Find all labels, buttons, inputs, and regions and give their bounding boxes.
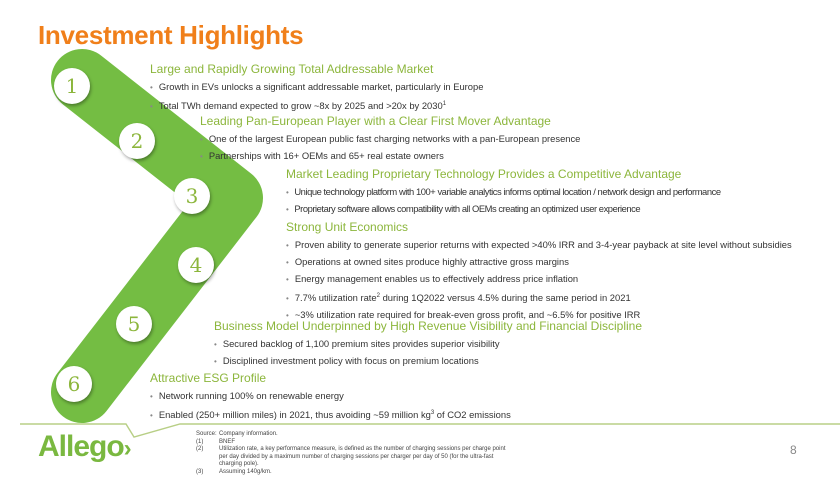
footnote-ref: 3 bbox=[430, 410, 435, 416]
bullet: Growth in EVs unlocks a significant addr… bbox=[150, 79, 484, 96]
number-badge-1: 1 bbox=[54, 68, 90, 104]
section-technology: Market Leading Proprietary Technology Pr… bbox=[286, 167, 721, 218]
section-heading: Market Leading Proprietary Technology Pr… bbox=[286, 167, 682, 181]
source-notes: Source: Company information. (1) BNEF (2) U… bbox=[196, 431, 509, 477]
bullet: Partnerships with 16+ OEMs and 65+ real … bbox=[200, 148, 580, 165]
bullet-text: Total TWh demand expected to grow ~8x by… bbox=[158, 100, 443, 111]
bullet: 7.7% utilization rate2 during 1Q2022 ver… bbox=[286, 288, 792, 307]
bullet-text: of CO2 emissions bbox=[434, 409, 511, 420]
number-badge-3: 3 bbox=[174, 178, 210, 214]
bullet: Proven ability to generate superior retu… bbox=[286, 237, 792, 254]
section-unit-economics: Strong Unit Economics Proven ability to … bbox=[286, 220, 792, 324]
section-heading: Large and Rapidly Growing Total Addressa… bbox=[150, 62, 434, 76]
logo-chevron-icon: › bbox=[123, 435, 132, 462]
bullet: Proprietary software allows compatibilit… bbox=[286, 201, 721, 218]
source-text: Assuming 140g/km. bbox=[219, 468, 272, 475]
bullet: One of the largest European public fast … bbox=[200, 131, 581, 148]
number-badge-5: 5 bbox=[116, 306, 152, 342]
bullet: Energy management enables us to effectiv… bbox=[286, 271, 792, 288]
section-heading: Strong Unit Economics bbox=[286, 220, 409, 234]
source-key: (3) bbox=[196, 468, 204, 475]
page-title: Investment Highlights bbox=[38, 20, 304, 50]
page-number: 8 bbox=[790, 443, 797, 457]
bullet: Secured backlog of 1,100 premium sites p… bbox=[214, 336, 642, 353]
footnote-ref: 2 bbox=[376, 293, 380, 299]
bullet-text: Enabled (250+ million miles) in 2021, th… bbox=[158, 409, 431, 420]
bullet-text: 7.7% utilization rate bbox=[294, 292, 377, 303]
footnote-ref: 1 bbox=[442, 101, 447, 107]
allego-logo: Allego› bbox=[38, 430, 132, 464]
bullet: ~3% utilization rate required for break-… bbox=[286, 307, 792, 324]
section-heading: Leading Pan-European Player with a Clear… bbox=[200, 114, 551, 128]
divider-line bbox=[20, 423, 840, 438]
section-heading: Business Model Underpinned by High Reven… bbox=[214, 319, 643, 333]
section-business-model: Business Model Underpinned by High Reven… bbox=[214, 319, 642, 370]
source-text: Company information. bbox=[219, 431, 278, 437]
bullet: Disciplined investment policy with focus… bbox=[214, 353, 642, 370]
section-esg: Attractive ESG Profile Network running 1… bbox=[150, 371, 511, 424]
number-badge-6: 6 bbox=[56, 366, 92, 402]
source-text: Utilization rate, a key performance meas… bbox=[219, 446, 506, 468]
source-key: (2) bbox=[196, 446, 204, 453]
logo-text: Allego bbox=[38, 430, 125, 463]
bullet: Operations at owned sites produce highly… bbox=[286, 254, 792, 271]
bullet: Unique technology platform with 100+ var… bbox=[286, 184, 721, 201]
source-key: Source: bbox=[196, 431, 217, 437]
section-market: Large and Rapidly Growing Total Addressa… bbox=[150, 62, 483, 115]
section-pan-european: Leading Pan-European Player with a Clear… bbox=[200, 114, 580, 165]
bullet: Enabled (250+ million miles) in 2021, th… bbox=[150, 405, 511, 424]
bullet: Network running 100% on renewable energy bbox=[150, 388, 511, 405]
section-heading: Attractive ESG Profile bbox=[150, 371, 267, 385]
number-badge-2: 2 bbox=[119, 123, 155, 159]
source-text: BNEF bbox=[219, 438, 236, 445]
bullet: Total TWh demand expected to grow ~8x by… bbox=[150, 96, 483, 115]
source-key: (1) bbox=[196, 438, 204, 445]
number-badge-4: 4 bbox=[178, 247, 214, 283]
bullet-text: during 1Q2022 versus 4.5% during the sam… bbox=[379, 292, 631, 303]
